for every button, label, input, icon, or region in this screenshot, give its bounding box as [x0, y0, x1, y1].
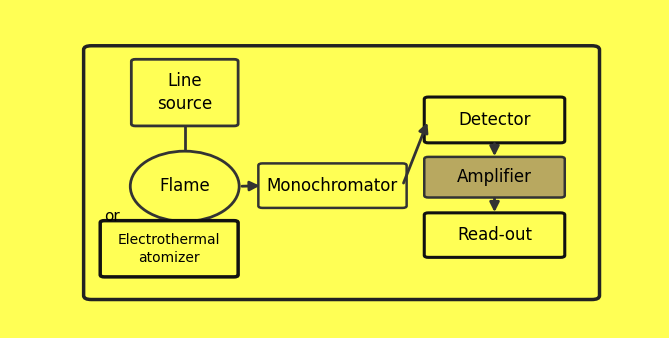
Ellipse shape	[130, 151, 240, 221]
Text: Monochromator: Monochromator	[267, 177, 398, 195]
FancyBboxPatch shape	[258, 163, 407, 208]
FancyBboxPatch shape	[424, 97, 565, 143]
FancyBboxPatch shape	[100, 221, 238, 277]
Text: Amplifier: Amplifier	[457, 168, 532, 186]
Text: Flame: Flame	[159, 177, 210, 195]
FancyBboxPatch shape	[84, 46, 599, 299]
FancyBboxPatch shape	[424, 213, 565, 257]
FancyBboxPatch shape	[131, 59, 238, 126]
Text: Detector: Detector	[458, 111, 531, 129]
Text: Electrothermal
atomizer: Electrothermal atomizer	[118, 233, 220, 265]
Text: Read-out: Read-out	[457, 226, 532, 244]
Text: Line
source: Line source	[157, 72, 212, 114]
Text: or: or	[104, 209, 120, 224]
FancyBboxPatch shape	[424, 157, 565, 197]
